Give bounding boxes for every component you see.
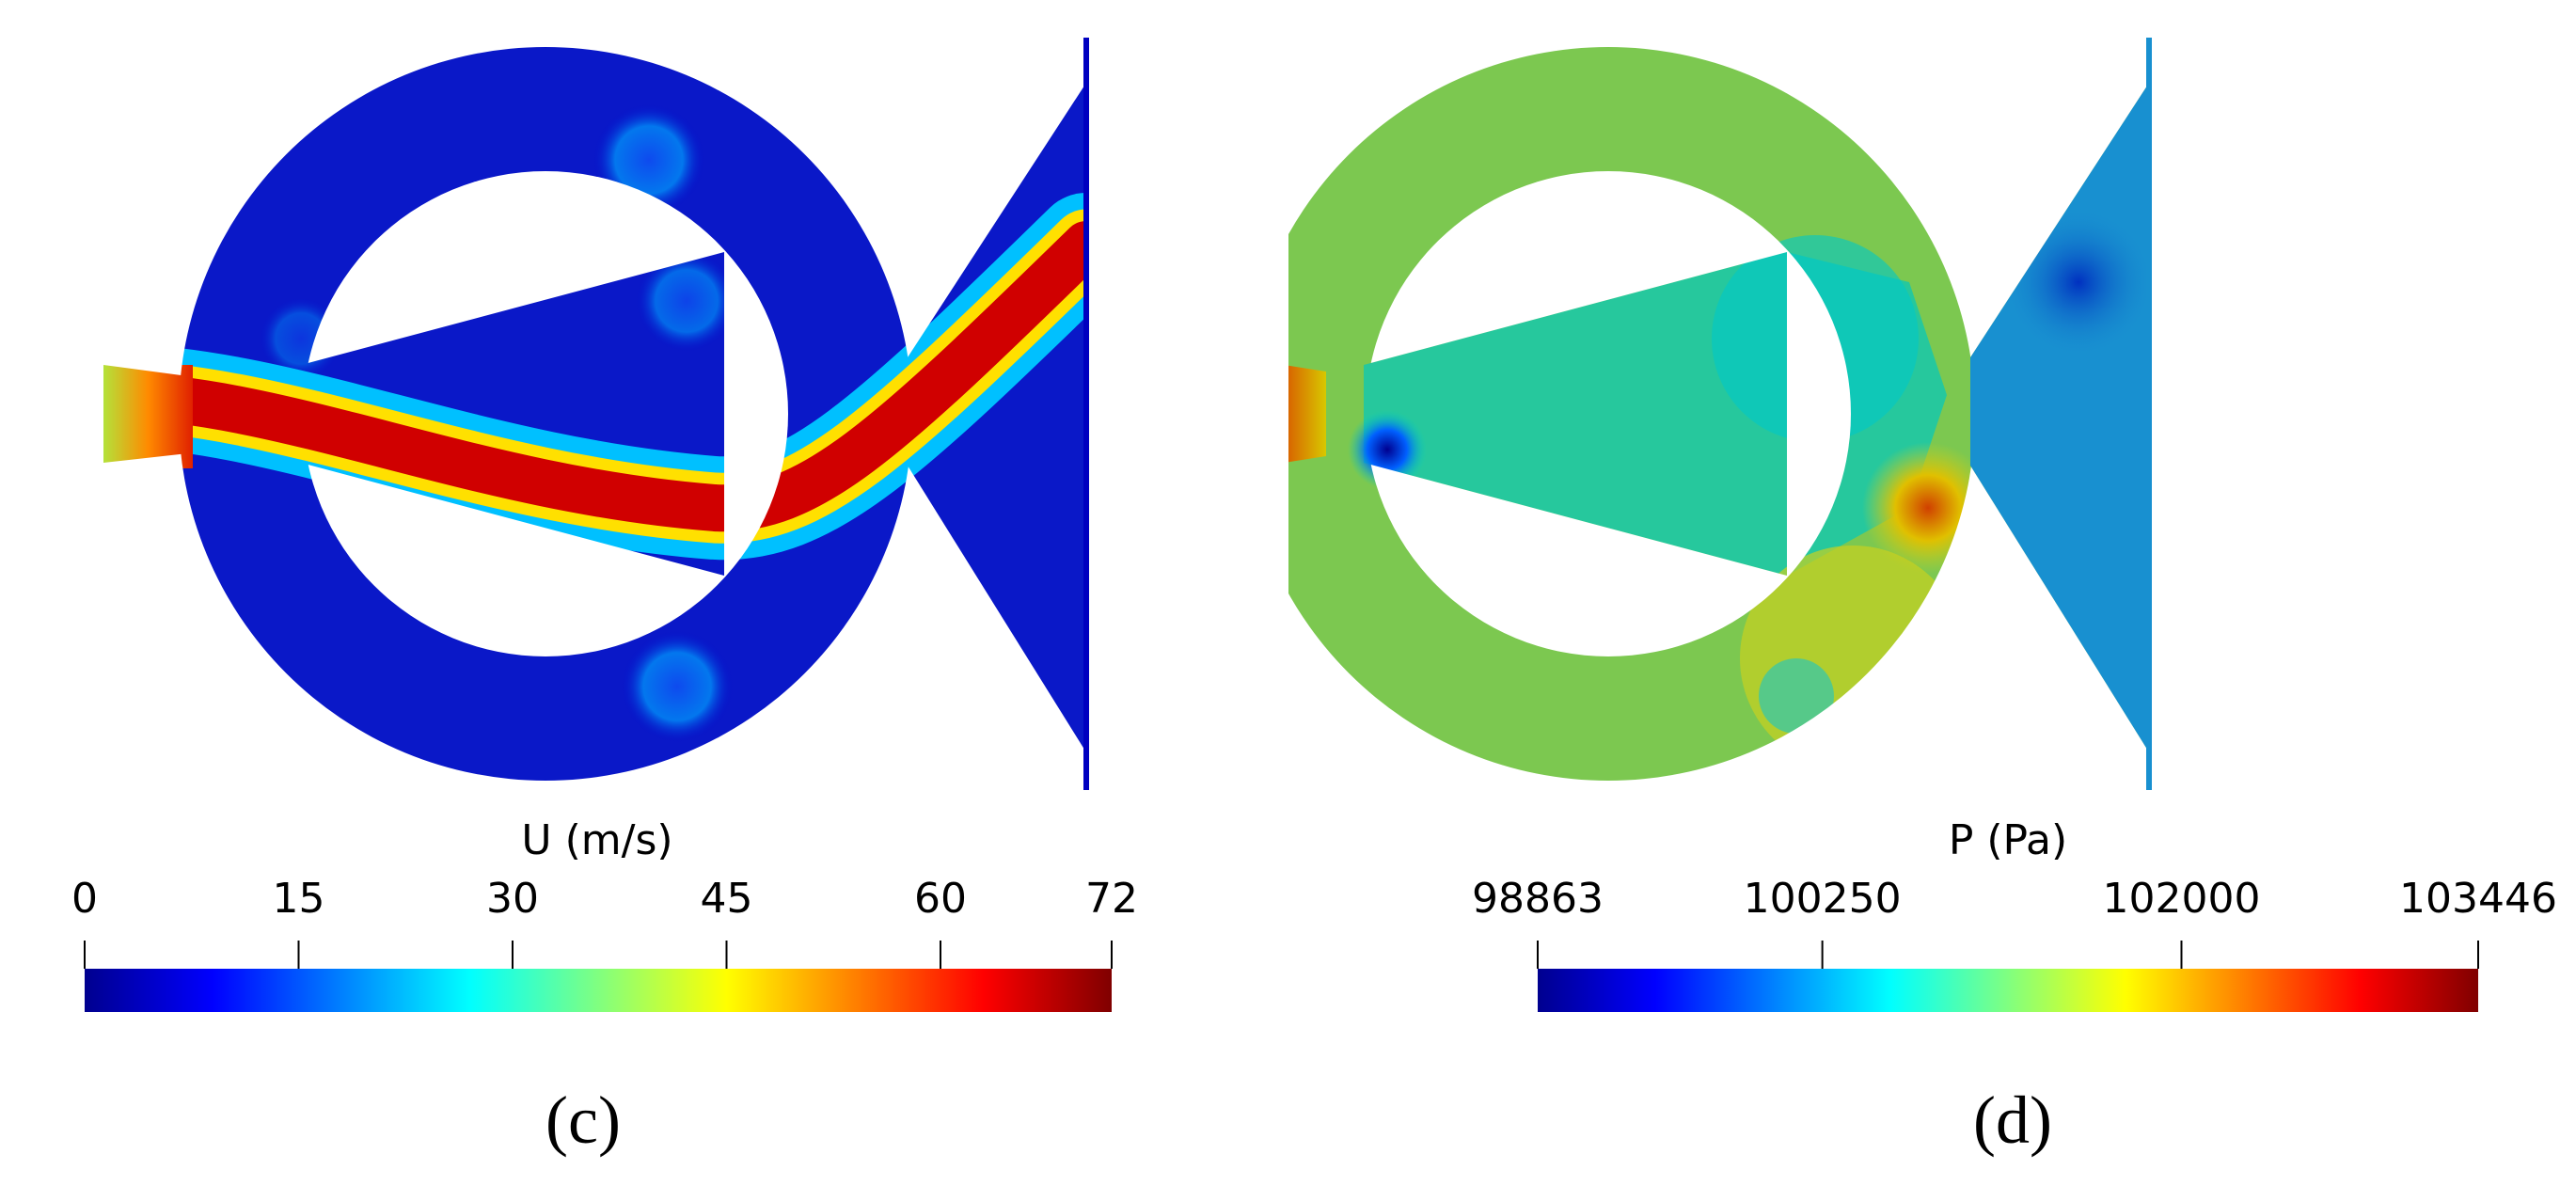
panel-pressure: P (Pa) 98863 100250 102000 103446 (d) <box>1288 0 2576 1186</box>
colorbar-ticks-pressure <box>1537 941 2479 969</box>
colorbar-tick-label: 45 <box>700 875 753 923</box>
colorbar-tick-label: 15 <box>272 875 325 923</box>
colorbar-tick-label: 72 <box>1085 875 1138 923</box>
caption-c: (c) <box>545 1083 621 1158</box>
colorbar-tick-label: 98863 <box>1472 875 1604 923</box>
velocity-field-plot <box>0 0 1288 1186</box>
caption-d: (d) <box>1973 1083 2052 1158</box>
colorbar-title-velocity: U (m/s) <box>521 816 673 864</box>
panel-velocity: U (m/s) 0 15 30 45 60 72 (c) <box>0 0 1288 1186</box>
colorbar-ticks-velocity <box>84 941 1113 969</box>
colorbar-tick-label: 0 <box>71 875 98 923</box>
colorbar-pressure <box>1538 969 2478 1012</box>
pressure-field-plot <box>1288 0 2576 1186</box>
colorbar-tick-label: 100250 <box>1743 875 1902 923</box>
colorbar-title-pressure: P (Pa) <box>1948 816 2068 864</box>
colorbar-tick-label: 60 <box>914 875 967 923</box>
colorbar-velocity <box>85 969 1112 1012</box>
colorbar-tick-label: 103446 <box>2399 875 2557 923</box>
colorbar-tick-label: 30 <box>486 875 539 923</box>
colorbar-tick-label: 102000 <box>2102 875 2261 923</box>
